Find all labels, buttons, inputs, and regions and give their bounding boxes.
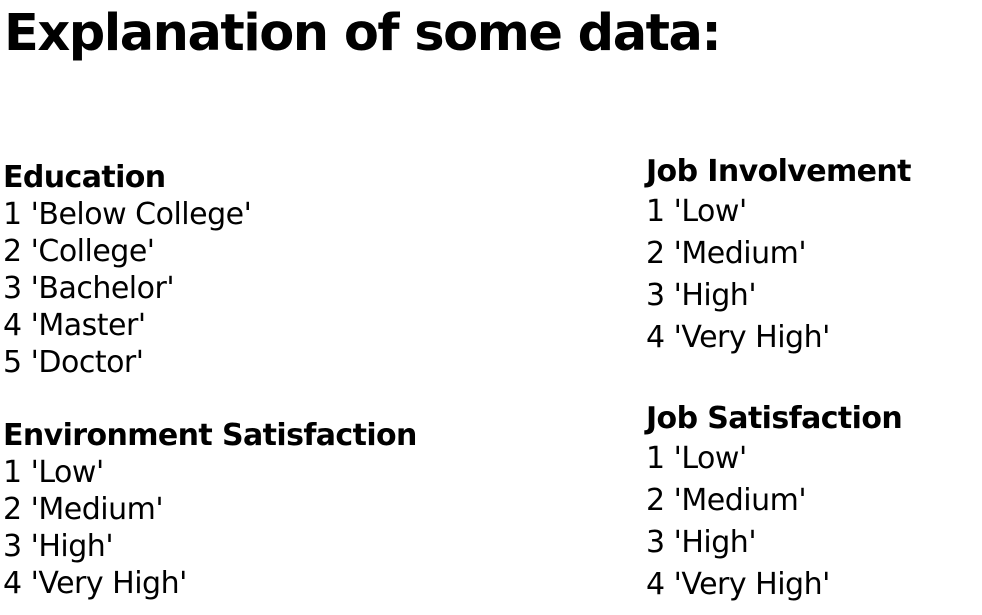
list-item: 1 'Low': [646, 441, 747, 476]
list-item: 1 'Low': [646, 194, 747, 229]
list-item: 5 'Doctor': [3, 345, 144, 380]
list-item: 2 'College': [3, 234, 155, 269]
section-education: Education 1 'Below College' 2 'College' …: [3, 160, 252, 381]
section-heading-job-involvement: Job Involvement: [646, 154, 911, 189]
section-heading-environment-satisfaction: Environment Satisfaction: [3, 418, 417, 453]
list-item: 1 'Low': [3, 455, 104, 490]
list-item: 4 'Master': [3, 308, 146, 343]
section-job-involvement: Job Involvement 1 'Low' 2 'Medium' 3 'Hi…: [646, 153, 911, 359]
list-item: 3 'High': [3, 529, 114, 564]
section-heading-job-satisfaction: Job Satisfaction: [646, 401, 903, 436]
section-job-satisfaction: Job Satisfaction 1 'Low' 2 'Medium' 3 'H…: [646, 400, 903, 606]
list-item: 3 'Bachelor': [3, 271, 175, 306]
page-title: Explanation of some data:: [4, 4, 722, 63]
list-item: 2 'Medium': [646, 236, 807, 271]
list-item: 1 'Below College': [3, 197, 252, 232]
list-item: 4 'Very High': [646, 320, 830, 355]
section-heading-education: Education: [3, 160, 166, 195]
list-item: 4 'Very High': [646, 567, 830, 602]
section-environment-satisfaction: Environment Satisfaction 1 'Low' 2 'Medi…: [3, 418, 417, 602]
list-item: 4 'Very High': [3, 566, 187, 601]
list-item: 3 'High': [646, 278, 757, 313]
list-item: 2 'Medium': [646, 483, 807, 518]
list-item: 2 'Medium': [3, 492, 164, 527]
list-item: 3 'High': [646, 525, 757, 560]
